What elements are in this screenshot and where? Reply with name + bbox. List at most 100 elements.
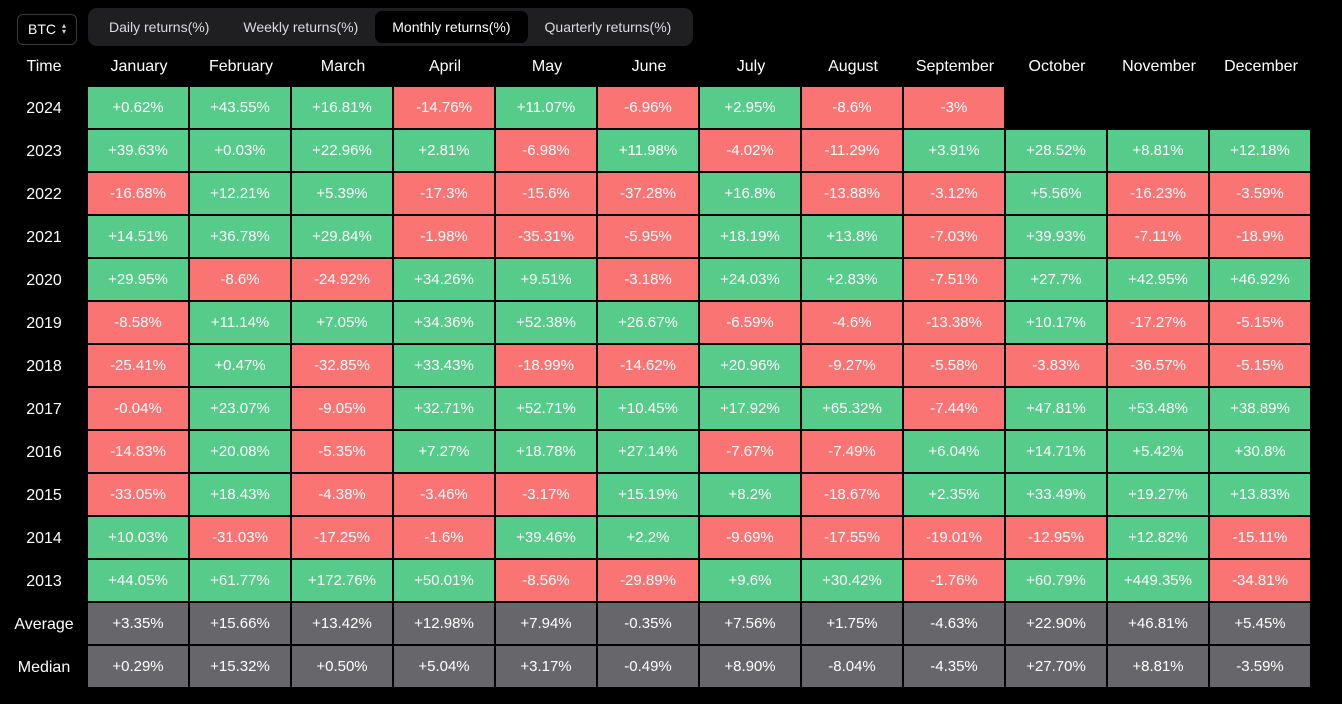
return-cell: +0.62% <box>88 87 190 130</box>
return-cell: +16.8% <box>700 173 802 216</box>
return-cell: +0.50% <box>292 646 394 689</box>
toolbar: BTC ▴ ▾ Daily returns(%) Weekly returns(%… <box>17 8 693 46</box>
tab-daily-returns[interactable]: Daily returns(%) <box>109 19 210 35</box>
return-cell: +15.32% <box>190 646 292 689</box>
return-cell: +5.42% <box>1108 431 1210 474</box>
summary-row: Average +3.35% +15.66% +13.42% +12.98% +7.94%… <box>0 603 1342 646</box>
return-cell: +27.70% <box>1006 646 1108 689</box>
return-cell: -13.38% <box>904 302 1006 345</box>
year-label: 2021 <box>26 228 62 246</box>
year-label: 2016 <box>26 443 62 461</box>
month-header: July <box>736 58 766 75</box>
return-cell: +3.91% <box>904 130 1006 173</box>
return-cell: +39.46% <box>496 517 598 560</box>
return-cell: -17.27% <box>1108 302 1210 345</box>
return-cell: -4.6% <box>802 302 904 345</box>
table-row: 2021 +14.51% +36.78% +29.84% -1.98% -35.31% -5… <box>0 216 1342 259</box>
return-cell: +14.51% <box>88 216 190 259</box>
return-cell: -25.41% <box>88 345 190 388</box>
return-cell: +28.52% <box>1006 130 1108 173</box>
return-cell: -16.68% <box>88 173 190 216</box>
return-cell: -18.67% <box>802 474 904 517</box>
table-body: 2024 +0.62% +43.55% +16.81% -14.76% +11.07% -6… <box>0 87 1342 689</box>
return-cell: -8.6% <box>190 259 292 302</box>
tab-quarterly-returns[interactable]: Quarterly returns(%) <box>544 19 672 35</box>
return-cell: -17.25% <box>292 517 394 560</box>
tab-monthly-returns[interactable]: Monthly returns(%) <box>375 11 528 43</box>
return-cell: -5.15% <box>1210 302 1312 345</box>
summary-label: Average <box>14 615 74 633</box>
return-cell: +8.81% <box>1108 646 1210 689</box>
month-header: November <box>1122 58 1196 75</box>
return-cell: +27.14% <box>598 431 700 474</box>
return-cell: -5.58% <box>904 345 1006 388</box>
tab-weekly-returns[interactable]: Weekly returns(%) <box>243 19 359 35</box>
return-cell: -7.67% <box>700 431 802 474</box>
return-cell: +29.84% <box>292 216 394 259</box>
table-row: 2016 -14.83% +20.08% -5.35% +7.27% +18.78% +27… <box>0 431 1342 474</box>
return-cell: -34.81% <box>1210 560 1312 603</box>
return-cell: +32.71% <box>394 388 496 431</box>
asset-selector[interactable]: BTC ▴ ▾ <box>17 13 77 45</box>
return-cell: -3.59% <box>1210 646 1312 689</box>
month-header: August <box>828 58 878 75</box>
return-cell: -33.05% <box>88 474 190 517</box>
year-label: 2017 <box>26 400 62 418</box>
return-cell: -7.44% <box>904 388 1006 431</box>
chevron-up-down-icon: ▴ ▾ <box>61 21 66 36</box>
return-cell: -1.76% <box>904 560 1006 603</box>
return-cell: +15.19% <box>598 474 700 517</box>
return-cell: -14.62% <box>598 345 700 388</box>
return-cell: +29.95% <box>88 259 190 302</box>
return-cell: +2.95% <box>700 87 802 130</box>
return-cell: -4.38% <box>292 474 394 517</box>
return-cell: +449.35% <box>1108 560 1210 603</box>
return-cell: +7.56% <box>700 603 802 646</box>
return-cell: -6.98% <box>496 130 598 173</box>
month-header: March <box>320 58 366 75</box>
return-cell: -29.89% <box>598 560 700 603</box>
return-cell: +30.42% <box>802 560 904 603</box>
return-cell: +13.42% <box>292 603 394 646</box>
return-cell: +5.56% <box>1006 173 1108 216</box>
return-cell: -0.35% <box>598 603 700 646</box>
return-period-tabs: Daily returns(%) Weekly returns(%) Month… <box>88 8 693 46</box>
return-cell: +1.75% <box>802 603 904 646</box>
return-cell: -1.6% <box>394 517 496 560</box>
empty-cell <box>1108 87 1210 130</box>
return-cell: -3.18% <box>598 259 700 302</box>
return-cell: -16.23% <box>1108 173 1210 216</box>
return-cell: -32.85% <box>292 345 394 388</box>
return-cell: -12.95% <box>1006 517 1108 560</box>
return-cell: -4.35% <box>904 646 1006 689</box>
return-cell: +60.79% <box>1006 560 1108 603</box>
return-cell: -8.04% <box>802 646 904 689</box>
return-cell: -14.83% <box>88 431 190 474</box>
year-label: 2015 <box>26 486 62 504</box>
return-cell: +34.36% <box>394 302 496 345</box>
return-cell: -24.92% <box>292 259 394 302</box>
empty-cell <box>1006 87 1108 130</box>
return-cell: -8.58% <box>88 302 190 345</box>
return-cell: +11.98% <box>598 130 700 173</box>
return-cell: -15.6% <box>496 173 598 216</box>
return-cell: +0.29% <box>88 646 190 689</box>
return-cell: +5.39% <box>292 173 394 216</box>
return-cell: +43.55% <box>190 87 292 130</box>
return-cell: -6.59% <box>700 302 802 345</box>
return-cell: +0.03% <box>190 130 292 173</box>
return-cell: -37.28% <box>598 173 700 216</box>
table-header-row: Time January February March April May June Jul… <box>0 47 1342 87</box>
return-cell: -5.95% <box>598 216 700 259</box>
return-cell: -7.51% <box>904 259 1006 302</box>
year-label: 2023 <box>26 142 62 160</box>
year-label: 2024 <box>26 99 62 117</box>
return-cell: +47.81% <box>1006 388 1108 431</box>
return-cell: +12.98% <box>394 603 496 646</box>
year-label: 2013 <box>26 572 62 590</box>
return-cell: +5.04% <box>394 646 496 689</box>
return-cell: +15.66% <box>190 603 292 646</box>
return-cell: +13.8% <box>802 216 904 259</box>
return-cell: +16.81% <box>292 87 394 130</box>
return-cell: -36.57% <box>1108 345 1210 388</box>
